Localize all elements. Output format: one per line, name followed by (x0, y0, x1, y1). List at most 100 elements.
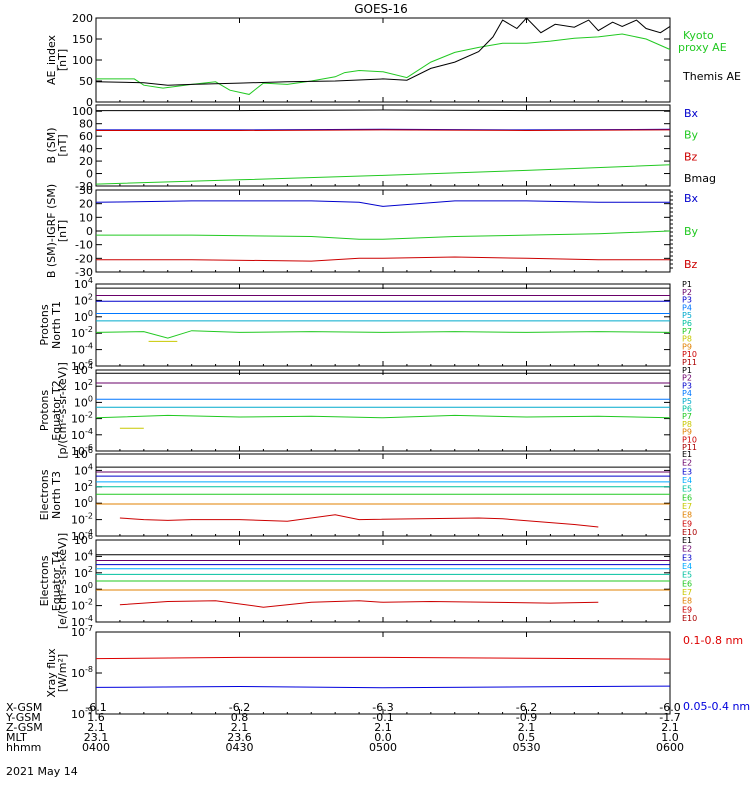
y-tick-label: 104 (74, 362, 93, 377)
legend-item-e9: E9 (682, 519, 692, 528)
y-tick-label: 10-7 (71, 624, 93, 639)
y-axis-unit: [p/(cm²-s-sr-keV)] (56, 362, 69, 459)
series-line-by (96, 230, 671, 240)
ephem-value: 0.0 (374, 731, 392, 744)
y-tick-label: 102 (74, 565, 93, 580)
y-tick-label: -20 (75, 180, 93, 193)
legend-item-p9: P9 (682, 342, 692, 351)
legend-item-p4: P4 (682, 303, 692, 312)
y-axis-label: ElectronsEquator T4 (38, 551, 63, 611)
series-line-bmag (96, 109, 670, 112)
legend-item-e1: E1 (682, 536, 692, 545)
legend-item-p8: P8 (682, 335, 692, 344)
y-axis-label: B (SM)-IGRF (SM)[nT] (45, 184, 69, 278)
legend-item-bx: Bx (684, 107, 699, 120)
y-axis-label: ElectronsNorth T3 (38, 469, 63, 520)
y-axis-label: ProtonsNorth T1 (38, 301, 63, 349)
legend-item-p6: P6 (682, 405, 692, 414)
legend-item-e7: E7 (682, 588, 692, 597)
y-tick-label: 60 (79, 130, 93, 143)
y-tick-label: 10-9 (71, 706, 93, 721)
series-line-by (95, 164, 671, 185)
panel-frame (95, 369, 671, 452)
legend-item-0-1-0-8-nm: 0.1-0.8 nm (683, 634, 743, 647)
ephem-label-y-gsm: Y-GSM (5, 711, 41, 724)
legend-item-bmag: Bmag (684, 172, 716, 185)
y-tick-label: 102 (74, 479, 93, 494)
y-tick-label: 10-6 (71, 358, 93, 373)
ephem-value: 0.8 (231, 711, 249, 724)
legend-item-0-05-0-4-nm: 0.05-0.4 nm (683, 700, 750, 713)
legend-item-e4: E4 (682, 476, 692, 485)
legend-item-e10: E10 (682, 614, 697, 623)
ephem-value: -6.2 (229, 701, 250, 714)
series-line-themis-ae (95, 17, 671, 86)
ephem-value: 1.0 (661, 731, 679, 744)
y-tick-label: 100 (74, 581, 93, 596)
legend-item-p2: P2 (682, 374, 692, 383)
series-line-bx (96, 128, 671, 131)
y-tick-label: 0 (86, 96, 93, 109)
y-tick-label: 200 (72, 12, 93, 25)
y-tick-label: 0 (86, 168, 93, 181)
legend-item-e1: E1 (682, 450, 692, 459)
y-tick-label: 50 (79, 75, 93, 88)
legend-themis-ae: Themis AE (682, 70, 741, 83)
y-tick-label: 106 (74, 446, 93, 461)
ephem-value: 2.1 (231, 721, 249, 734)
y-tick-label: 20 (79, 155, 93, 168)
series-line-bz (96, 129, 671, 132)
y-tick-label: 10-2 (71, 598, 93, 613)
y-tick-label: 10-6 (71, 443, 93, 458)
legend-item-by: By (684, 225, 699, 238)
legend-item-e10: E10 (682, 528, 697, 537)
date-label: 2021 May 14 (6, 765, 78, 778)
y-tick-label: 100 (74, 394, 93, 409)
legend-item-e3: E3 (682, 553, 692, 562)
ephem-value: 0500 (369, 741, 397, 754)
series-line-bx (95, 200, 670, 207)
legend-item-p9: P9 (682, 428, 692, 437)
y-tick-label: 150 (72, 33, 93, 46)
legend-item-e6: E6 (682, 493, 692, 502)
legend-item-e8: E8 (682, 511, 692, 520)
legend-item-p1: P1 (682, 280, 692, 289)
legend-item-e8: E8 (682, 597, 692, 606)
y-tick-label: 102 (74, 292, 93, 307)
y-tick-label: 102 (74, 378, 93, 393)
ephemeris-table: X-GSM -6.1 -6.2 -6.3 -6.2 -6.0 Y-GSM 1.6 0.8 -0.1… (5, 701, 684, 754)
ephem-value: 2.1 (661, 721, 679, 734)
legend-item-p2: P2 (682, 288, 692, 297)
ephem-value: -0.9 (516, 711, 537, 724)
y-tick-label: -10 (75, 239, 93, 252)
legend-item-e3: E3 (682, 467, 692, 476)
series-line-kyoto-proxy-ae (96, 33, 671, 95)
y-axis-label: B (SM)[nT] (45, 127, 69, 163)
y-tick-label: 30 (79, 184, 93, 197)
ephem-value: -0.1 (372, 711, 393, 724)
panel-frame (95, 104, 671, 187)
legend-item-p11: P11 (682, 443, 697, 452)
y-tick-label: -20 (75, 252, 93, 265)
ephem-value: 0400 (82, 741, 110, 754)
legend-item-by: By (684, 129, 699, 142)
y-tick-label: 104 (74, 276, 93, 291)
legend-item-e6: E6 (682, 579, 692, 588)
series-line-p7 (95, 330, 671, 339)
panel-frame (95, 283, 671, 367)
series-line-0-1-0-8-nm (95, 656, 671, 660)
y-tick-label: 100 (72, 105, 93, 118)
ephem-value: -6.2 (516, 701, 537, 714)
ephem-value: 0430 (226, 741, 254, 754)
y-tick-label: 80 (79, 118, 93, 131)
panel-frame (95, 453, 671, 537)
legend-item-e2: E2 (682, 545, 692, 554)
legend-item-p5: P5 (682, 311, 692, 320)
ephem-value: 2.1 (87, 721, 105, 734)
series-line-p7 (95, 414, 671, 419)
y-tick-label: -30 (75, 266, 93, 279)
legend-item-p7: P7 (682, 327, 692, 336)
